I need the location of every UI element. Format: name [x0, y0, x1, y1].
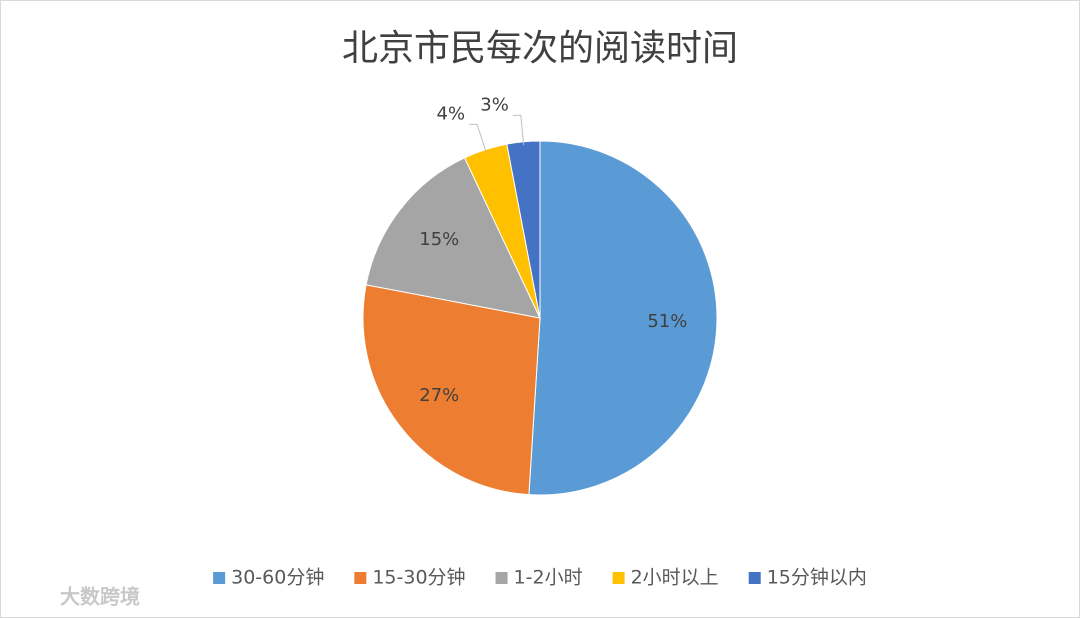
- legend-swatch: [612, 572, 625, 584]
- legend-swatch: [748, 572, 761, 584]
- legend-label: 30-60分钟: [231, 567, 324, 589]
- pie-slice: [528, 140, 718, 496]
- legend-label: 15分钟以内: [767, 567, 867, 589]
- leader-line: [512, 114, 525, 146]
- legend-swatch: [354, 572, 367, 584]
- data-label: 4%: [437, 103, 466, 124]
- legend-swatch: [213, 572, 226, 584]
- pie-slice: [362, 284, 541, 496]
- data-label: 51%: [647, 311, 687, 332]
- legend-swatch: [495, 572, 508, 584]
- watermark: 大数跨境: [60, 585, 140, 609]
- legend-label: 2小时以上: [631, 567, 719, 589]
- pie-slice: [365, 157, 541, 319]
- data-label: 15%: [419, 229, 459, 250]
- legend-label: 1-2小时: [514, 567, 583, 589]
- chart-title: 北京市民每次的阅读时间: [342, 28, 738, 69]
- data-label: 27%: [419, 385, 459, 406]
- legend-label: 15-30分钟: [372, 567, 465, 589]
- data-label: 3%: [480, 94, 509, 115]
- leader-line: [469, 123, 487, 154]
